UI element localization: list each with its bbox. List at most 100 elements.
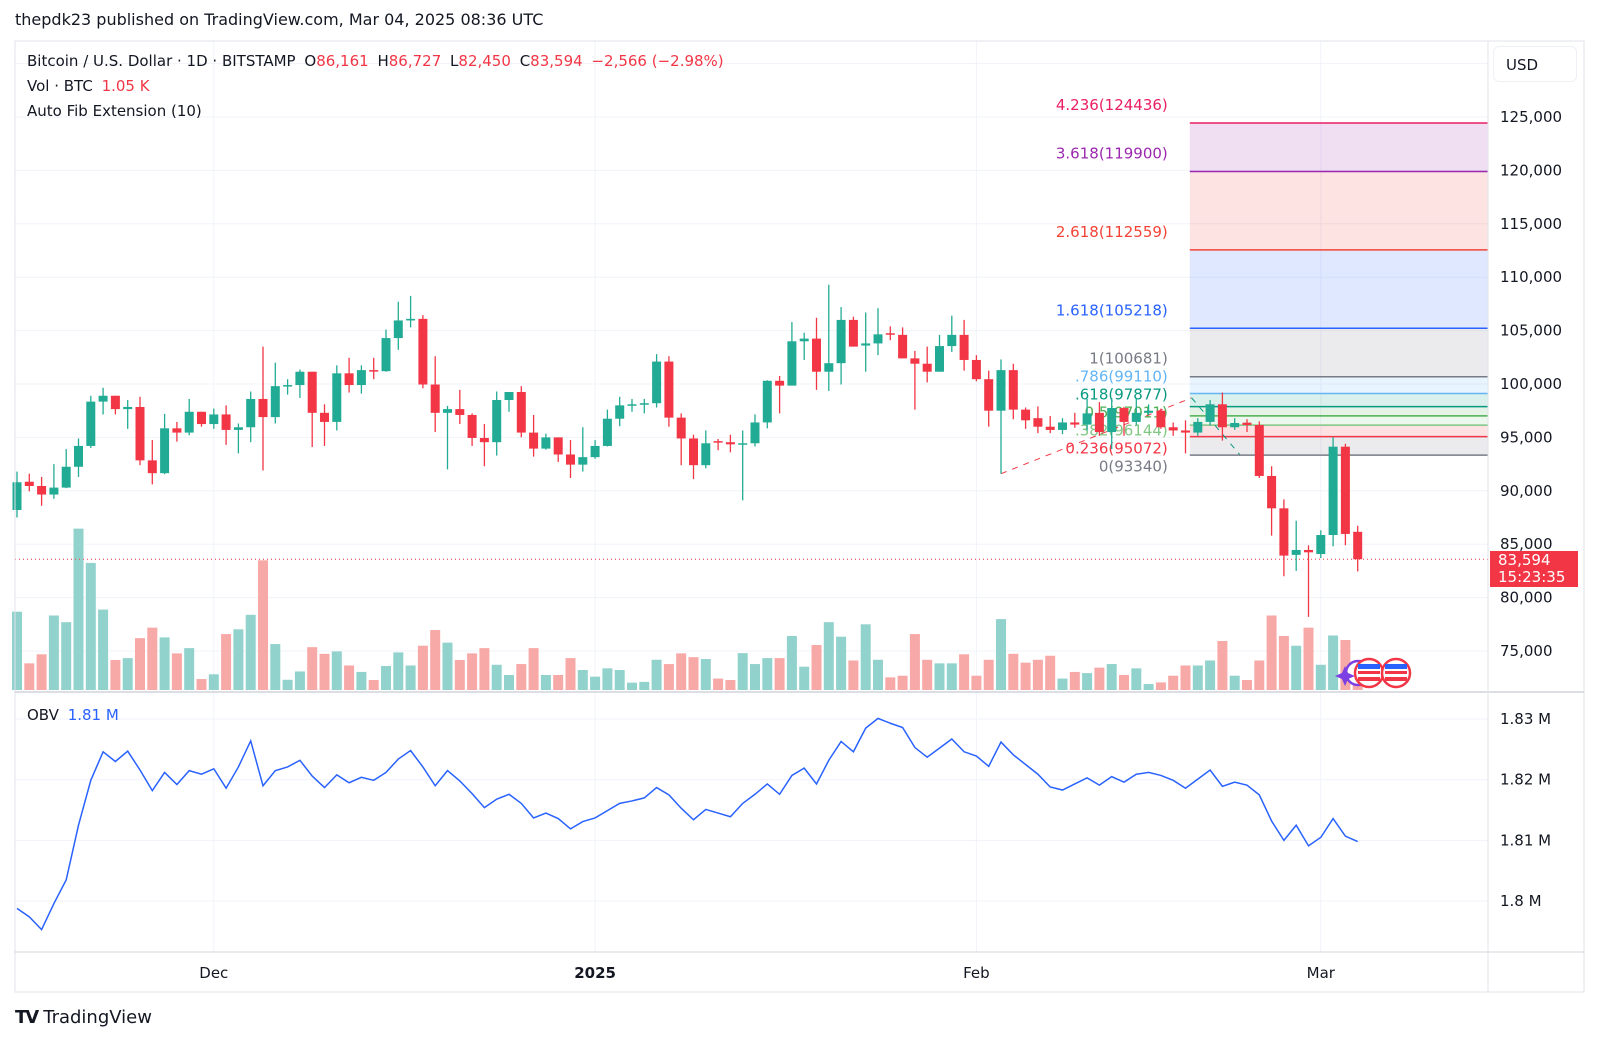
candle (86, 395, 96, 449)
candle (320, 404, 329, 446)
last-price-tag: 83,594 15:23:35 (1490, 551, 1578, 587)
obv-label: OBV (27, 706, 59, 724)
volume-bar (319, 653, 330, 690)
volume-bar (922, 659, 933, 690)
volume-bar (270, 644, 281, 690)
price-tick-label: 95,000 (1500, 428, 1553, 446)
candle-body (504, 392, 514, 401)
candle-body (959, 334, 969, 360)
candle-body (406, 318, 416, 321)
volume-bar (627, 682, 637, 690)
obv-legend[interactable]: OBV 1.81 M (27, 706, 123, 724)
candle (1304, 545, 1313, 617)
candle-body (996, 370, 1006, 411)
volume-bar (885, 677, 896, 690)
candle-body (1254, 425, 1264, 476)
candle (1217, 392, 1227, 441)
volume-bar (1254, 660, 1265, 690)
bar-countdown: 15:23:35 (1498, 568, 1566, 586)
us-flag-icon[interactable] (1380, 657, 1412, 689)
candle-body (332, 373, 342, 422)
candle (1353, 525, 1363, 572)
candle (344, 357, 354, 393)
us-flag-icon[interactable] (1353, 657, 1385, 689)
candle (1144, 404, 1154, 415)
candle (935, 334, 944, 372)
candle (787, 322, 797, 386)
volume-bar (110, 660, 121, 690)
tradingview-brand[interactable]: TV TradingView (15, 1007, 152, 1028)
volume-bar (811, 645, 822, 690)
candle-body (49, 487, 59, 495)
event-icons[interactable] (1335, 657, 1412, 689)
volume-bar (1242, 680, 1252, 690)
candle-body (246, 398, 256, 428)
candle-body (1107, 408, 1117, 433)
volume-bar (85, 562, 96, 690)
price-tick-label: 80,000 (1500, 589, 1553, 607)
currency-button[interactable]: USD (1493, 46, 1577, 82)
candle (1156, 408, 1166, 429)
volume-bar (61, 622, 72, 690)
candle-body (873, 334, 883, 344)
candle-body (1291, 549, 1301, 555)
candle (516, 386, 526, 438)
candle-body (1267, 475, 1277, 509)
price-tick-label: 115,000 (1500, 215, 1562, 233)
candle (652, 354, 662, 408)
candle (406, 295, 416, 328)
candle (1033, 406, 1043, 434)
candle (775, 375, 785, 414)
candle (147, 440, 157, 485)
candle-body (258, 398, 268, 418)
candle (984, 370, 994, 427)
fib-extension-line (1191, 397, 1241, 455)
fib-level-label: 1(100681) (1089, 350, 1168, 368)
candle-body (701, 443, 711, 466)
fib-zone (1189, 425, 1488, 437)
candle-body (1168, 427, 1178, 431)
obv-value: 1.81 M (67, 706, 119, 724)
volume-bar (1119, 675, 1129, 690)
volume-bar (553, 675, 564, 690)
volume-legend[interactable]: Vol · BTC 1.05 K (27, 77, 154, 95)
brand-name: TradingView (43, 1007, 152, 1028)
candle-body (664, 361, 674, 418)
price-tick-label: 100,000 (1500, 375, 1562, 393)
indicator-legend[interactable]: Auto Fib Extension (10) (27, 102, 202, 120)
volume-bar (836, 636, 847, 690)
volume-bar (946, 663, 957, 690)
auto-fib-extension[interactable]: 4.236(124436) 3.618(119900) 2.618(112559) 1… (1000, 96, 1488, 476)
volume-bar (873, 659, 883, 690)
candle (553, 437, 563, 462)
candle (393, 301, 403, 350)
symbol-legend[interactable]: Bitcoin / U.S. Dollar · 1D · BITSTAMP O8… (27, 52, 728, 70)
candle-body (1156, 410, 1166, 428)
candle-body (356, 370, 366, 386)
candle (1119, 406, 1129, 436)
volume-bar (996, 619, 1006, 690)
candle-body (627, 404, 637, 406)
volume-bar (381, 665, 391, 690)
candle (12, 471, 22, 518)
candle (1021, 407, 1031, 429)
candle-body (1058, 422, 1067, 430)
obv-pane (16, 717, 1359, 931)
price-tick-label: 90,000 (1500, 482, 1553, 500)
candle (61, 449, 71, 489)
publish-info: thepdk23 published on TradingView.com, M… (15, 10, 544, 29)
candle (283, 379, 293, 395)
candle (1082, 398, 1092, 431)
candle-body (1304, 549, 1313, 553)
volume-bar (24, 663, 35, 690)
candle (1008, 363, 1018, 420)
volume-bar (36, 654, 47, 690)
obv-tick-label: 1.82 M (1500, 771, 1551, 789)
volume-bar (565, 658, 576, 690)
volume-bar (860, 624, 871, 690)
candle-body (922, 363, 932, 372)
candle (885, 326, 895, 341)
candle-body (861, 343, 871, 346)
last-price: 83,594 (1498, 551, 1551, 569)
